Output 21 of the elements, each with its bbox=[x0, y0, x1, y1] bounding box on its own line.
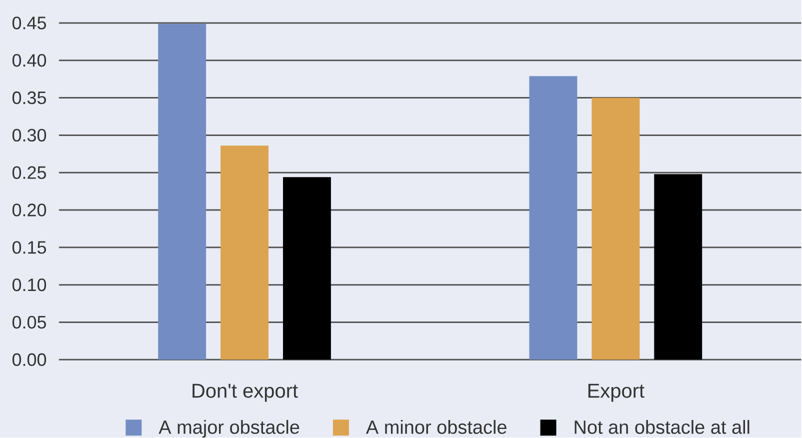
bar bbox=[220, 146, 269, 360]
bar bbox=[654, 174, 702, 360]
bar bbox=[529, 76, 578, 360]
y-tick-label: 0.40 bbox=[12, 54, 46, 67]
y-tick-label: 0.05 bbox=[12, 316, 46, 329]
legend-label: A minor obstacle bbox=[366, 420, 506, 434]
x-tick-label: Export bbox=[588, 384, 644, 402]
y-tick-label: 0.30 bbox=[12, 128, 46, 142]
legend-label: Not an obstacle at all bbox=[574, 420, 750, 434]
y-tick-label: 0.35 bbox=[12, 91, 46, 104]
y-tick-label: 0.25 bbox=[12, 166, 46, 179]
y-tick-label: 0.10 bbox=[12, 278, 46, 292]
y-tick-label: 0.00 bbox=[12, 353, 46, 366]
y-tick-label: 0.15 bbox=[12, 240, 46, 254]
y-tick-label: 0.20 bbox=[12, 204, 46, 216]
bar bbox=[282, 177, 331, 360]
legend-label: A major obstacle bbox=[158, 420, 300, 438]
y-tick-label: 0.45 bbox=[12, 16, 46, 30]
x-tick-label: Don't export bbox=[192, 384, 298, 402]
bar bbox=[592, 98, 640, 360]
bar bbox=[158, 24, 206, 360]
